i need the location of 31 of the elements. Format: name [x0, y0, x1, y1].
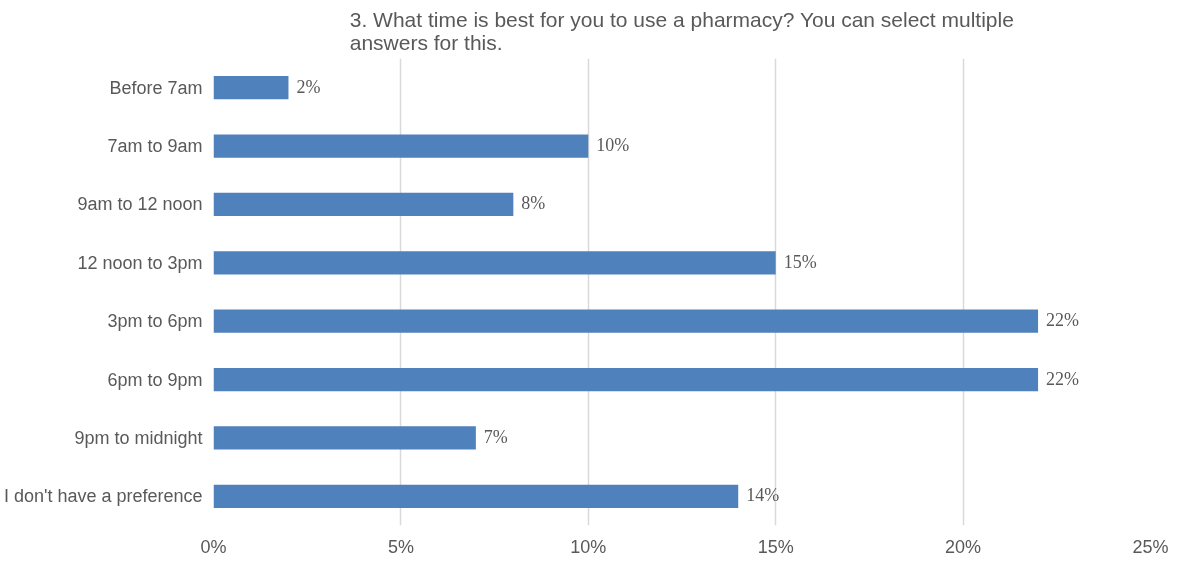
- y-tick-label: 9am to 12 noon: [77, 194, 203, 215]
- bar: [213, 134, 589, 158]
- y-tick-label: Before 7am: [109, 77, 203, 98]
- bar: [213, 367, 1039, 392]
- y-tick-label: 6pm to 9pm: [107, 369, 203, 390]
- x-tick-label: 10%: [570, 536, 607, 557]
- data-label: 22%: [1046, 310, 1080, 331]
- chart-title: 3. What time is best for you to use a pharmacy? You can select multiple answers for this.: [349, 7, 1014, 54]
- x-tick-label: 20%: [945, 536, 982, 557]
- data-label: 22%: [1046, 368, 1080, 389]
- bar: [213, 251, 776, 275]
- x-tick-label: 15%: [757, 536, 794, 557]
- x-tick-label: 25%: [1132, 536, 1169, 557]
- bar: [213, 484, 739, 508]
- bar: [213, 426, 476, 450]
- data-label: 10%: [596, 135, 630, 156]
- data-label: 15%: [783, 251, 817, 272]
- data-label: 2%: [296, 76, 321, 97]
- y-tick-label: 3pm to 6pm: [107, 311, 203, 332]
- data-label: 8%: [521, 193, 546, 214]
- y-tick-label: I don't have a preference: [3, 486, 203, 507]
- y-tick-label: 12 noon to 3pm: [77, 252, 203, 273]
- bar: [213, 192, 514, 217]
- x-tick-label: 0%: [200, 536, 227, 557]
- bar: [213, 76, 289, 100]
- data-label: 7%: [483, 426, 508, 447]
- bar: [213, 309, 1039, 333]
- data-label: 14%: [746, 485, 780, 506]
- y-tick-label: 9pm to midnight: [74, 427, 203, 448]
- y-tick-label: 7am to 9am: [107, 136, 203, 157]
- x-tick-label: 5%: [387, 536, 414, 557]
